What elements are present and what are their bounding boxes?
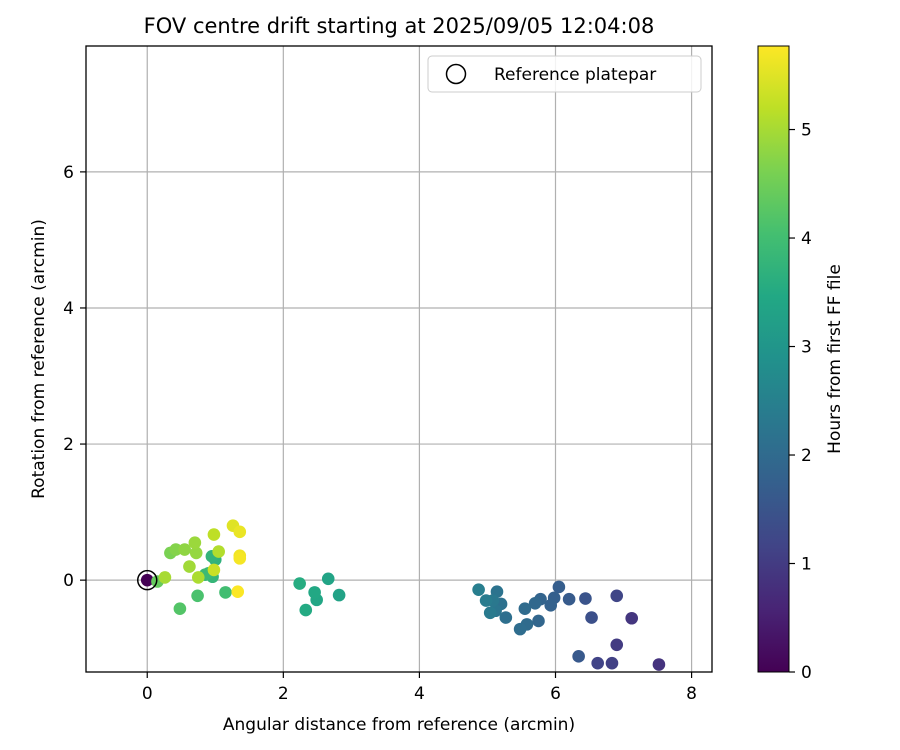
grid <box>86 46 712 672</box>
legend-box <box>427 55 702 93</box>
data-point <box>332 588 346 602</box>
data-point <box>191 589 204 603</box>
data-point <box>562 592 576 606</box>
data-point <box>219 586 232 599</box>
x-tick-label: 8 <box>686 684 697 704</box>
data-point <box>591 656 604 670</box>
data-point <box>140 573 154 587</box>
data-point <box>183 560 196 573</box>
data-point <box>552 580 566 594</box>
data-point <box>483 606 497 620</box>
colorbar-ticks: 0 1 2 3 4 5 <box>789 121 812 683</box>
reference-platepar-marker <box>136 569 158 591</box>
data-point <box>544 599 558 612</box>
data-point <box>173 602 187 616</box>
data-point <box>518 602 532 616</box>
data-point <box>532 614 545 628</box>
data-point <box>293 577 306 590</box>
data-point <box>212 545 225 558</box>
x-tick-label: 4 <box>414 684 425 704</box>
colorbar-tick-label: 2 <box>801 446 812 466</box>
x-axis-ticks: 0 2 4 6 8 <box>142 672 697 704</box>
y-tick-label: 0 <box>63 571 74 591</box>
data-point <box>572 650 585 663</box>
data-point <box>169 543 183 556</box>
y-tick-label: 4 <box>63 299 74 319</box>
data-point <box>528 596 542 610</box>
y-axis-ticks: 0 2 4 6 <box>63 163 86 591</box>
data-point <box>178 543 191 556</box>
data-point <box>610 589 624 603</box>
data-point <box>321 572 335 586</box>
data-point <box>605 656 619 670</box>
x-tick-label: 6 <box>550 684 561 704</box>
data-point <box>191 571 205 584</box>
colorbar-gradient <box>757 45 790 673</box>
colorbar-tick-label: 0 <box>801 663 812 683</box>
colorbar-tick-label: 5 <box>801 121 812 141</box>
x-tick-label: 0 <box>142 684 153 704</box>
colorbar-label: Hours from first FF file <box>825 264 845 454</box>
data-point <box>499 611 513 624</box>
data-point <box>207 563 221 577</box>
colorbar-tick-label: 1 <box>801 555 812 575</box>
data-point <box>610 638 624 652</box>
data-point <box>233 525 247 539</box>
colorbar: 0 1 2 3 4 5 Hours from first FF file <box>757 45 845 683</box>
colorbar-tick-label: 4 <box>801 229 812 249</box>
reference-marker <box>136 569 158 591</box>
data-point <box>652 658 666 671</box>
legend-marker-open-circle <box>445 63 467 85</box>
data-point <box>579 592 592 605</box>
colorbar-tick-label: 3 <box>801 338 812 358</box>
data-point <box>158 571 172 584</box>
data-point <box>513 622 527 636</box>
data-point <box>479 594 493 607</box>
legend: Reference platepar <box>427 55 702 93</box>
data-point <box>472 583 485 596</box>
y-tick-label: 2 <box>63 435 74 455</box>
data-points <box>140 519 666 671</box>
data-point <box>188 536 202 550</box>
data-point <box>299 603 313 617</box>
data-point <box>625 611 639 625</box>
data-point <box>585 611 598 624</box>
chart-title: FOV centre drift starting at 2025/09/05 … <box>144 14 655 38</box>
plot-frame <box>85 45 713 673</box>
y-axis-label: Rotation from reference (arcmin) <box>29 219 49 499</box>
data-point <box>207 528 221 541</box>
y-tick-label: 6 <box>63 163 74 183</box>
x-tick-label: 2 <box>278 684 289 704</box>
data-point <box>189 546 203 560</box>
data-point <box>308 586 321 599</box>
data-point <box>233 552 247 565</box>
data-point <box>231 585 245 599</box>
x-axis-label: Angular distance from reference (arcmin) <box>223 715 575 735</box>
legend-entry-reference: Reference platepar <box>494 65 656 85</box>
